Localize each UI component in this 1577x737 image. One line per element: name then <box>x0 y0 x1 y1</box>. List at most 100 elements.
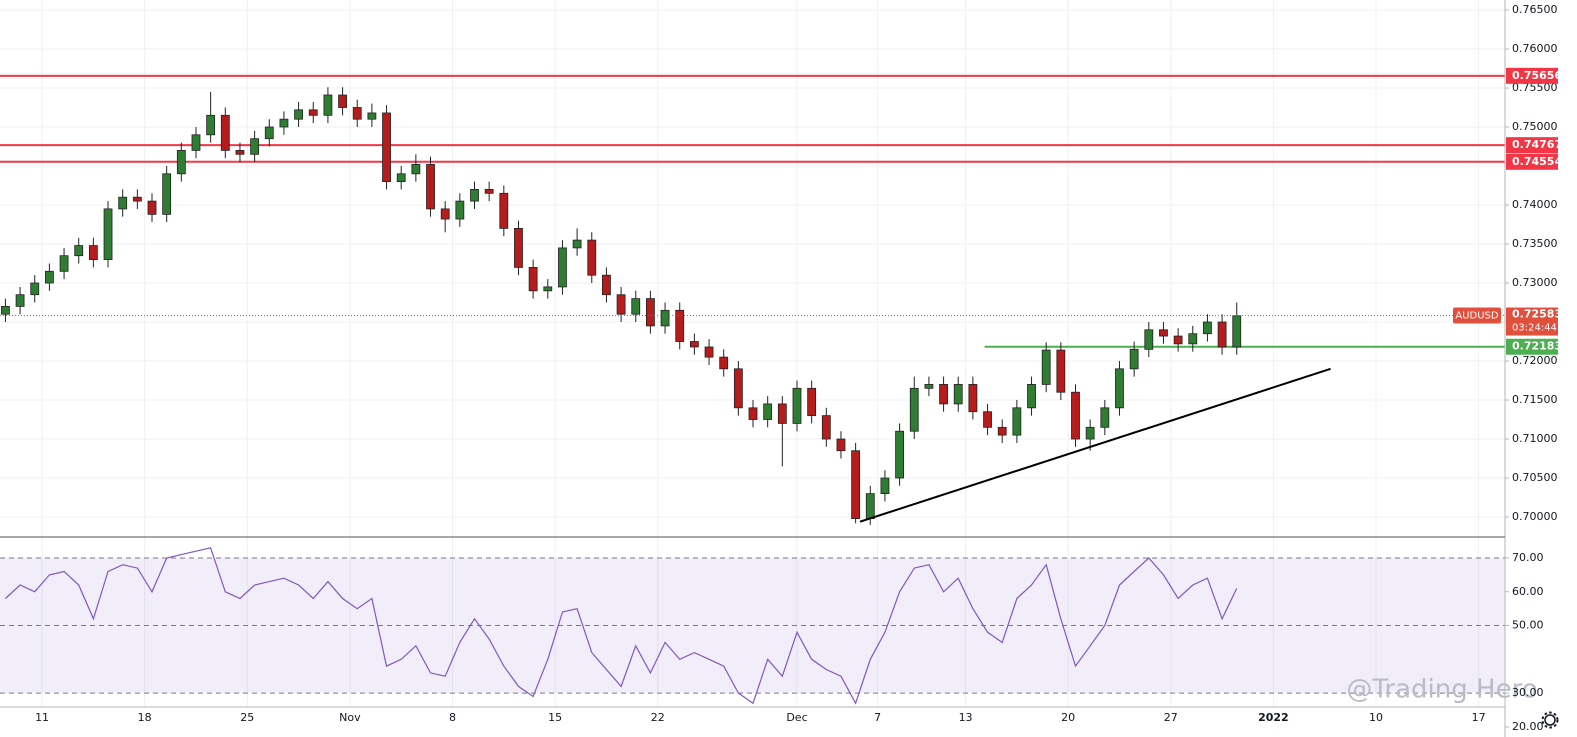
candle-body <box>880 477 890 495</box>
candle-body <box>1085 426 1095 440</box>
candle-body <box>953 384 963 405</box>
level-label-box <box>1506 67 1558 84</box>
candle-body <box>748 407 758 420</box>
y-tick-label: 0.76000 <box>1512 42 1558 55</box>
y-tick-label: 0.71000 <box>1512 432 1558 445</box>
level-label-box <box>1506 338 1558 355</box>
candle-body <box>704 346 714 358</box>
candle-body <box>279 118 289 128</box>
candle-body <box>1188 333 1198 345</box>
x-tick-label: 27 <box>1164 711 1178 724</box>
candle-body <box>558 247 567 288</box>
x-tick-label: 7 <box>874 711 881 724</box>
candle-body <box>1232 315 1242 348</box>
candle-body <box>602 274 611 296</box>
candle-body <box>382 112 391 183</box>
candle-body <box>572 239 582 249</box>
candle-body <box>323 94 333 116</box>
trendline <box>859 367 1331 523</box>
candle-body <box>851 450 861 519</box>
candle-body <box>1173 335 1183 345</box>
candle-body <box>719 356 729 370</box>
y-tick-label: 0.73500 <box>1512 237 1558 250</box>
candle-body <box>1159 329 1168 337</box>
candle-body <box>983 411 992 428</box>
candle-body <box>455 200 465 220</box>
price-pane <box>0 74 1505 525</box>
candle-body <box>264 126 274 140</box>
candle-body <box>777 403 787 424</box>
candle-body <box>631 298 641 315</box>
candle-body <box>440 208 450 220</box>
level-label: 0.72183 <box>1512 340 1562 353</box>
x-tick-label: 8 <box>449 711 456 724</box>
x-tick-label: 15 <box>548 711 562 724</box>
candle-body <box>396 173 406 183</box>
symbol-label-box <box>1453 307 1501 324</box>
candle-body <box>484 189 494 194</box>
rsi-tick-label: 30.00 <box>1512 686 1544 699</box>
level-label: 0.74554 <box>1512 155 1562 168</box>
candle-body <box>308 109 318 116</box>
level-label: 0.75656 <box>1512 69 1562 82</box>
level-label-box <box>1506 153 1558 170</box>
candle-body <box>1012 407 1022 436</box>
level-label-box <box>1506 137 1558 154</box>
candle-body <box>30 282 40 296</box>
candle-body <box>1071 391 1080 440</box>
candle-body <box>74 245 84 257</box>
y-tick-label: 0.74000 <box>1512 198 1558 211</box>
candle-body <box>59 255 69 272</box>
x-tick-label: 17 <box>1472 711 1486 724</box>
x-tick-label: 11 <box>35 711 49 724</box>
candle-body <box>235 149 245 155</box>
x-tick-label: Dec <box>786 711 807 724</box>
candle-body <box>968 384 978 413</box>
last-price-box <box>1506 307 1558 336</box>
candle-body <box>836 438 846 452</box>
y-tick-label: 0.76500 <box>1512 3 1558 16</box>
candle-body <box>162 173 172 215</box>
rsi-tick-label: 50.00 <box>1512 619 1544 632</box>
candle-body <box>88 245 98 261</box>
candle-body <box>1027 384 1036 409</box>
candle-body <box>206 114 216 136</box>
rsi-tick-label: 60.00 <box>1512 585 1544 598</box>
candle-body <box>103 208 113 261</box>
y-tick-label: 0.75000 <box>1512 120 1558 133</box>
candle-body <box>1115 368 1124 409</box>
candle-body <box>543 286 553 292</box>
candle-body <box>763 403 773 420</box>
candle-body <box>587 239 597 276</box>
rsi-pane <box>0 547 1505 705</box>
candle-body <box>924 384 934 389</box>
x-tick-label: 22 <box>651 711 665 724</box>
settings-icon[interactable] <box>1541 711 1559 729</box>
candle-body <box>1217 321 1227 348</box>
candle-body <box>807 387 817 417</box>
candle-body <box>646 298 655 327</box>
candle-body <box>367 112 377 120</box>
rsi-tick-label: 20.00 <box>1512 720 1544 733</box>
candle-body <box>1056 349 1066 393</box>
candle-body <box>1129 348 1139 370</box>
y-tick-label: 0.70500 <box>1512 471 1558 484</box>
candle-body <box>250 138 260 155</box>
candle-body <box>1041 349 1051 385</box>
grid <box>0 0 1505 707</box>
candle-body <box>675 309 685 342</box>
candle-body <box>499 192 509 229</box>
candle-body <box>865 493 875 519</box>
x-tick-label: 13 <box>959 711 973 724</box>
candle-body <box>1144 329 1154 350</box>
candle-body <box>895 430 904 479</box>
y-tick-label: 0.73000 <box>1512 276 1558 289</box>
candle-body <box>939 384 948 405</box>
x-tick-label: 25 <box>240 711 254 724</box>
y-tick-label: 0.70000 <box>1512 510 1558 523</box>
x-tick-label: 20 <box>1061 711 1075 724</box>
candle-body <box>118 196 128 210</box>
